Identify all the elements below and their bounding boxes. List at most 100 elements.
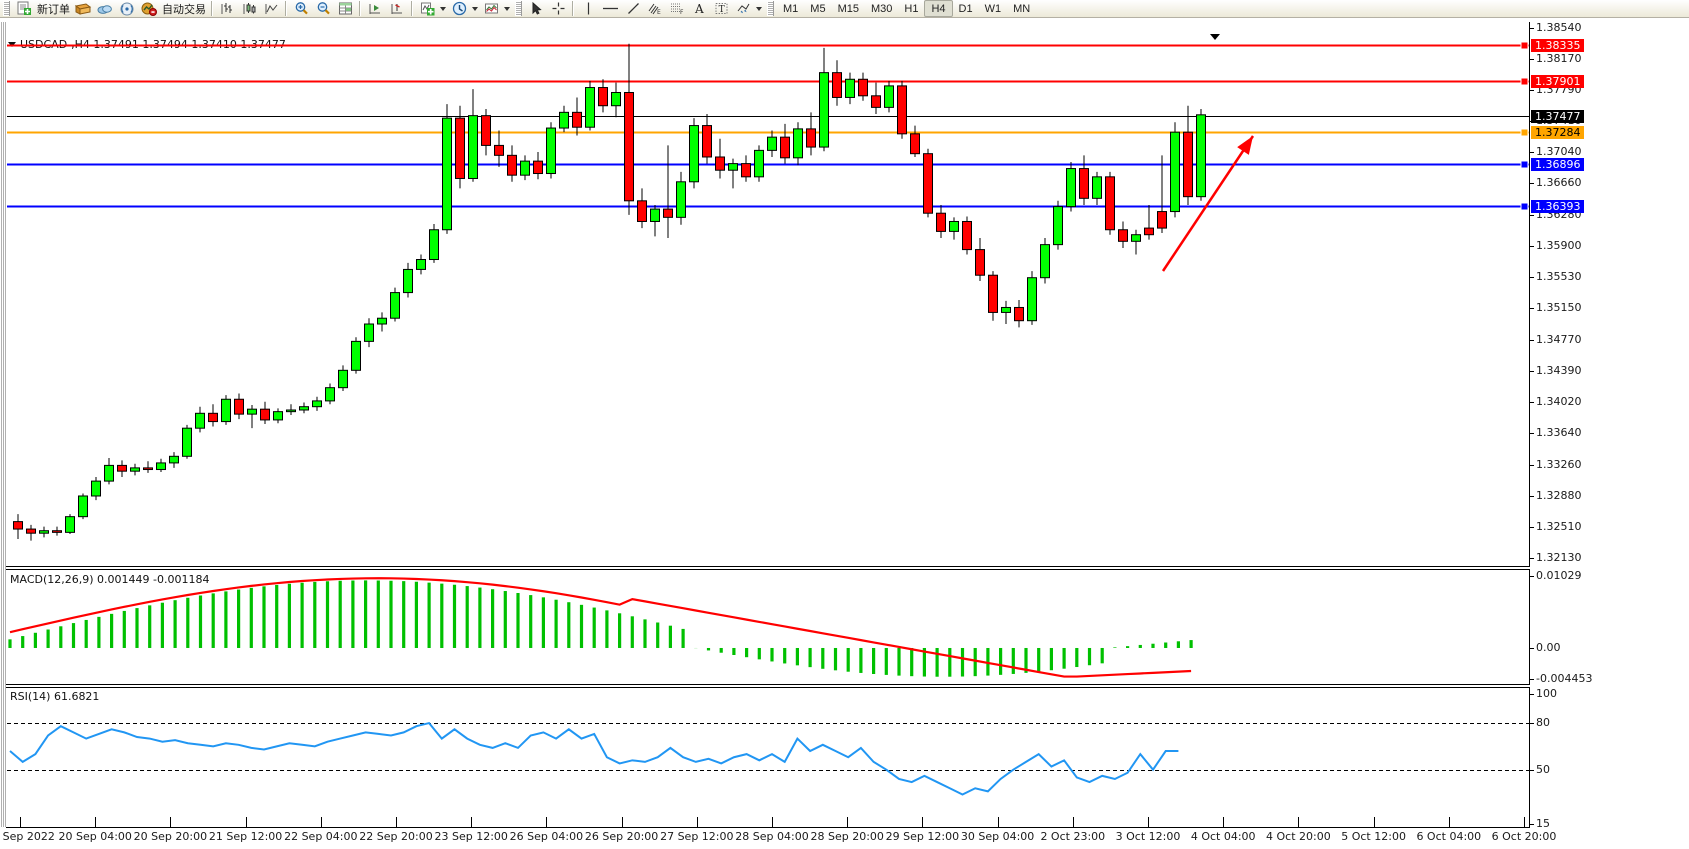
axis-tick	[1530, 90, 1534, 91]
candle-body	[52, 530, 62, 533]
price-label-1.37901[interactable]: 1.37901	[1531, 74, 1584, 88]
price-label-1.36896[interactable]: 1.36896	[1531, 157, 1584, 171]
level-handle-resistance-2[interactable]	[1520, 41, 1529, 50]
macd-tick-min: -0.004453	[1536, 672, 1593, 685]
candle-body	[975, 249, 985, 276]
candle-body	[598, 87, 608, 107]
candle-body	[403, 268, 413, 294]
rsi-tick-80: 80	[1536, 716, 1550, 729]
equidistant-channel-icon[interactable]: E	[644, 0, 666, 17]
timeframe-m30[interactable]: M30	[870, 2, 893, 15]
price-label-1.36393[interactable]: 1.36393	[1531, 199, 1584, 213]
fibonacci-icon[interactable]: F	[666, 0, 688, 17]
zoom-out-icon[interactable]	[312, 0, 334, 17]
timeframe-m5[interactable]: M5	[810, 2, 826, 15]
axis-tick	[1530, 59, 1534, 60]
vline-icon[interactable]	[577, 0, 599, 17]
objects-icon[interactable]	[732, 0, 754, 17]
signal-icon[interactable]	[116, 0, 138, 17]
objects-caret-icon[interactable]	[756, 6, 762, 11]
candle-body	[910, 133, 920, 155]
crosshair-icon[interactable]	[547, 0, 569, 17]
shift-end-icon[interactable]	[386, 0, 408, 17]
timeframe-w1[interactable]: W1	[984, 2, 1002, 15]
time-tick	[1373, 817, 1375, 827]
candle-body	[416, 259, 426, 270]
text-label-icon[interactable]: T	[710, 0, 732, 17]
time-label: 5 Oct 12:00	[1341, 830, 1406, 843]
data-window-icon[interactable]	[334, 0, 356, 17]
auto-trading-label[interactable]: 自动交易	[162, 2, 206, 16]
indicators-caret-icon[interactable]	[440, 6, 446, 11]
time-tick	[922, 817, 924, 827]
time-label: 26 Sep 04:00	[509, 830, 584, 843]
toolbar-grip[interactable]	[515, 1, 522, 16]
candle-body	[494, 144, 504, 156]
cursor-icon[interactable]	[525, 0, 547, 17]
new-order-icon[interactable]	[13, 0, 35, 17]
candle-body	[1053, 206, 1063, 246]
time-tick	[847, 817, 849, 827]
timeframe-mn[interactable]: MN	[1013, 2, 1031, 15]
toolbar-grip[interactable]	[767, 1, 774, 16]
shift-start-icon[interactable]	[364, 0, 386, 17]
price-axis-line[interactable]	[1529, 22, 1530, 567]
zoom-in-icon[interactable]	[290, 0, 312, 17]
pane-separator-macd[interactable]	[6, 566, 1530, 567]
line-chart-icon[interactable]	[260, 0, 282, 17]
price-tick-1.36280: 1.36280	[1536, 208, 1582, 221]
chart-canvas[interactable]	[0, 18, 1689, 849]
timeframe-m1[interactable]: M1	[783, 2, 799, 15]
time-tick	[396, 817, 397, 827]
candle-body	[715, 156, 725, 171]
timeframe-h1[interactable]: H1	[904, 2, 919, 15]
price-label-1.38335[interactable]: 1.38335	[1531, 38, 1584, 52]
macd-axis-line[interactable]	[1529, 569, 1530, 685]
candlestick-chart-icon[interactable]	[238, 0, 260, 17]
period-icon[interactable]	[448, 0, 470, 17]
level-handle-support-2[interactable]	[1520, 202, 1529, 211]
text-icon[interactable]: A	[688, 0, 710, 17]
price-label-1.37477[interactable]: 1.37477	[1531, 109, 1584, 123]
pane-separator-rsi[interactable]	[6, 684, 1530, 685]
templates-icon[interactable]	[480, 0, 502, 17]
time-label: 20 Sep 20:00	[133, 830, 208, 843]
level-handle-support-1[interactable]	[1520, 160, 1529, 169]
auto-trading-icon[interactable]	[138, 0, 160, 17]
toolbar-separator	[359, 1, 361, 16]
candle-body	[117, 464, 127, 472]
candle-body	[1118, 229, 1128, 242]
price-label-1.37284[interactable]: 1.37284	[1531, 125, 1584, 139]
toolbar-grip[interactable]	[3, 1, 10, 16]
indicators-icon[interactable]	[416, 0, 438, 17]
time-label: 20 Sep 04:00	[58, 830, 132, 843]
candle-body	[351, 340, 361, 371]
time-label: 27 Sep 12:00	[660, 830, 734, 843]
period-caret-icon[interactable]	[472, 6, 478, 11]
level-handle-resistance-1[interactable]	[1520, 77, 1529, 86]
hline-icon[interactable]	[599, 0, 622, 17]
pane-separator-macd-2	[6, 569, 1530, 570]
wallet-icon[interactable]	[72, 0, 94, 17]
candle-body	[286, 409, 296, 413]
bar-chart-icon[interactable]	[216, 0, 238, 17]
price-tick-1.32510: 1.32510	[1536, 520, 1582, 533]
candle-body	[390, 292, 400, 319]
time-tick	[1448, 817, 1450, 827]
candle-body	[260, 408, 270, 421]
timeframe-m15[interactable]: M15	[837, 2, 859, 15]
rsi-axis-line[interactable]	[1529, 687, 1530, 827]
cloud-icon[interactable]	[94, 0, 116, 17]
trend-arrow-annotation[interactable]	[1161, 135, 1255, 272]
timeframe-d1[interactable]: D1	[958, 2, 973, 15]
templates-caret-icon[interactable]	[504, 6, 510, 11]
toolbar-separator	[285, 1, 287, 16]
timeframe-h4[interactable]: H4	[924, 0, 953, 17]
candle-body	[39, 530, 49, 534]
trendline-icon[interactable]	[622, 0, 644, 17]
chart-left-grip[interactable]	[0, 22, 6, 827]
level-handle-pivot[interactable]	[1520, 128, 1529, 137]
new-order-label[interactable]: 新订单	[37, 2, 70, 16]
axis-tick	[1530, 496, 1534, 497]
chart-window[interactable]: USDCAD-,H4 1.37491 1.37494 1.37410 1.374…	[0, 18, 1689, 849]
